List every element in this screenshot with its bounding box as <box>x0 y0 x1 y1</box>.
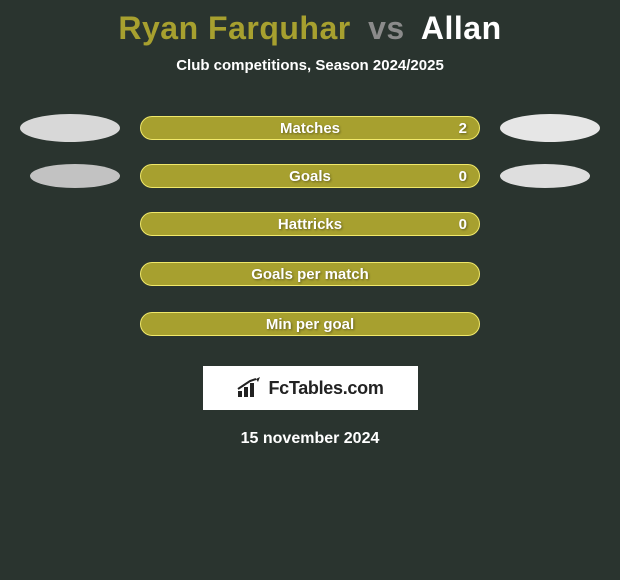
spacer <box>40 260 140 288</box>
player2-marker <box>500 164 590 188</box>
subtitle: Club competitions, Season 2024/2025 <box>176 57 444 74</box>
stat-row-hattricks: Hattricks 0 <box>0 210 620 238</box>
stat-row-goals: Goals 0 <box>0 164 620 188</box>
stat-value: 0 <box>459 168 467 185</box>
logo-box: FcTables.com <box>203 366 418 410</box>
stat-label: Goals per match <box>251 266 369 283</box>
player1-marker <box>20 114 120 142</box>
spacer <box>480 210 580 238</box>
chart-icon <box>236 377 262 399</box>
player1-name: Ryan Farquhar <box>118 10 350 46</box>
stats-area: Matches 2 Goals 0 Hattricks 0 Goals per … <box>0 114 620 338</box>
stat-value: 0 <box>459 216 467 233</box>
stat-bar: Goals 0 <box>140 164 480 188</box>
stat-label: Hattricks <box>278 216 342 233</box>
stat-value: 2 <box>459 120 467 137</box>
stat-row-mpg: Min per goal <box>0 310 620 338</box>
spacer <box>40 310 140 338</box>
logo-text: FcTables.com <box>268 378 383 399</box>
stat-bar: Matches 2 <box>140 116 480 140</box>
stat-label: Min per goal <box>266 316 354 333</box>
spacer <box>480 310 580 338</box>
stat-label: Matches <box>280 120 340 137</box>
stat-bar: Min per goal <box>140 312 480 336</box>
stat-bar: Goals per match <box>140 262 480 286</box>
player2-name: Allan <box>421 10 502 46</box>
stat-row-matches: Matches 2 <box>0 114 620 142</box>
stat-bar: Hattricks 0 <box>140 212 480 236</box>
vs-separator: vs <box>368 10 405 46</box>
player1-marker <box>30 164 120 188</box>
stat-row-gpm: Goals per match <box>0 260 620 288</box>
date-label: 15 november 2024 <box>241 430 380 448</box>
stat-label: Goals <box>289 168 331 185</box>
comparison-title: Ryan Farquhar vs Allan <box>118 10 501 47</box>
player2-marker <box>500 114 600 142</box>
spacer <box>40 210 140 238</box>
spacer <box>480 260 580 288</box>
